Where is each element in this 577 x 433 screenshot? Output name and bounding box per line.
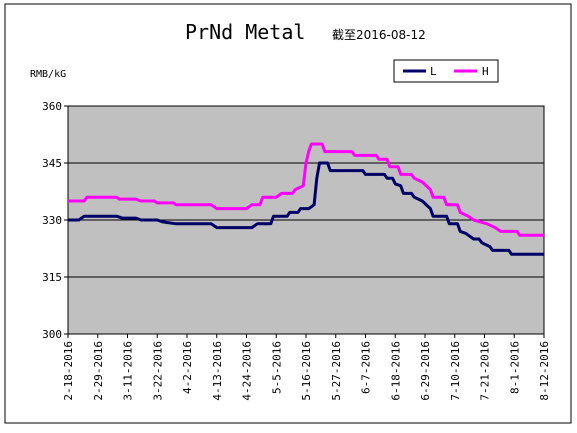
chart-subtitle: 截至2016-08-12 [332, 28, 426, 42]
x-tick-label: 4-13-2016 [211, 341, 224, 401]
legend-label-H: H [482, 65, 489, 78]
x-tick-label: 4-2-2016 [181, 341, 194, 394]
series-line-L [68, 161, 544, 256]
legend: L H [393, 59, 499, 83]
x-tick-label: 7-21-2016 [479, 341, 492, 401]
chart-title: PrNd Metal [185, 20, 305, 44]
y-axis-unit-label: RMB/kG [30, 69, 66, 80]
y-tick-label: 300 [42, 328, 62, 341]
x-tick-label: 8-1-2016 [508, 341, 521, 394]
x-tick-label: 5-27-2016 [330, 341, 343, 401]
x-tick-label: 3-22-2016 [151, 341, 164, 401]
series-line-H [68, 142, 544, 237]
y-tick-label: 345 [42, 157, 62, 170]
x-tick-label: 5-5-2016 [270, 341, 283, 394]
plot-area: 300 315 330 345 360 2-18-2016 2-29-2016 3-11-20… [42, 100, 551, 401]
x-tick-label: 5-16-2016 [300, 341, 313, 401]
x-tick-label: 7-10-2016 [449, 341, 462, 401]
legend-label-L: L [430, 65, 437, 78]
legend-box [393, 59, 499, 83]
x-tick-label: 4-24-2016 [241, 341, 254, 401]
x-tick-label: 6-29-2016 [419, 341, 432, 401]
x-tick-label: 6-18-2016 [389, 341, 402, 401]
y-tick-label: 315 [42, 271, 62, 284]
x-tick-label: 8-12-2016 [538, 341, 551, 401]
y-tick-label: 360 [42, 100, 62, 113]
x-tick-label: 2-18-2016 [62, 341, 75, 401]
x-tick-label: 6-7-2016 [360, 341, 373, 394]
x-tick-label: 2-29-2016 [92, 341, 105, 401]
y-tick-label: 330 [42, 214, 62, 227]
x-tick-label: 3-11-2016 [122, 341, 135, 401]
